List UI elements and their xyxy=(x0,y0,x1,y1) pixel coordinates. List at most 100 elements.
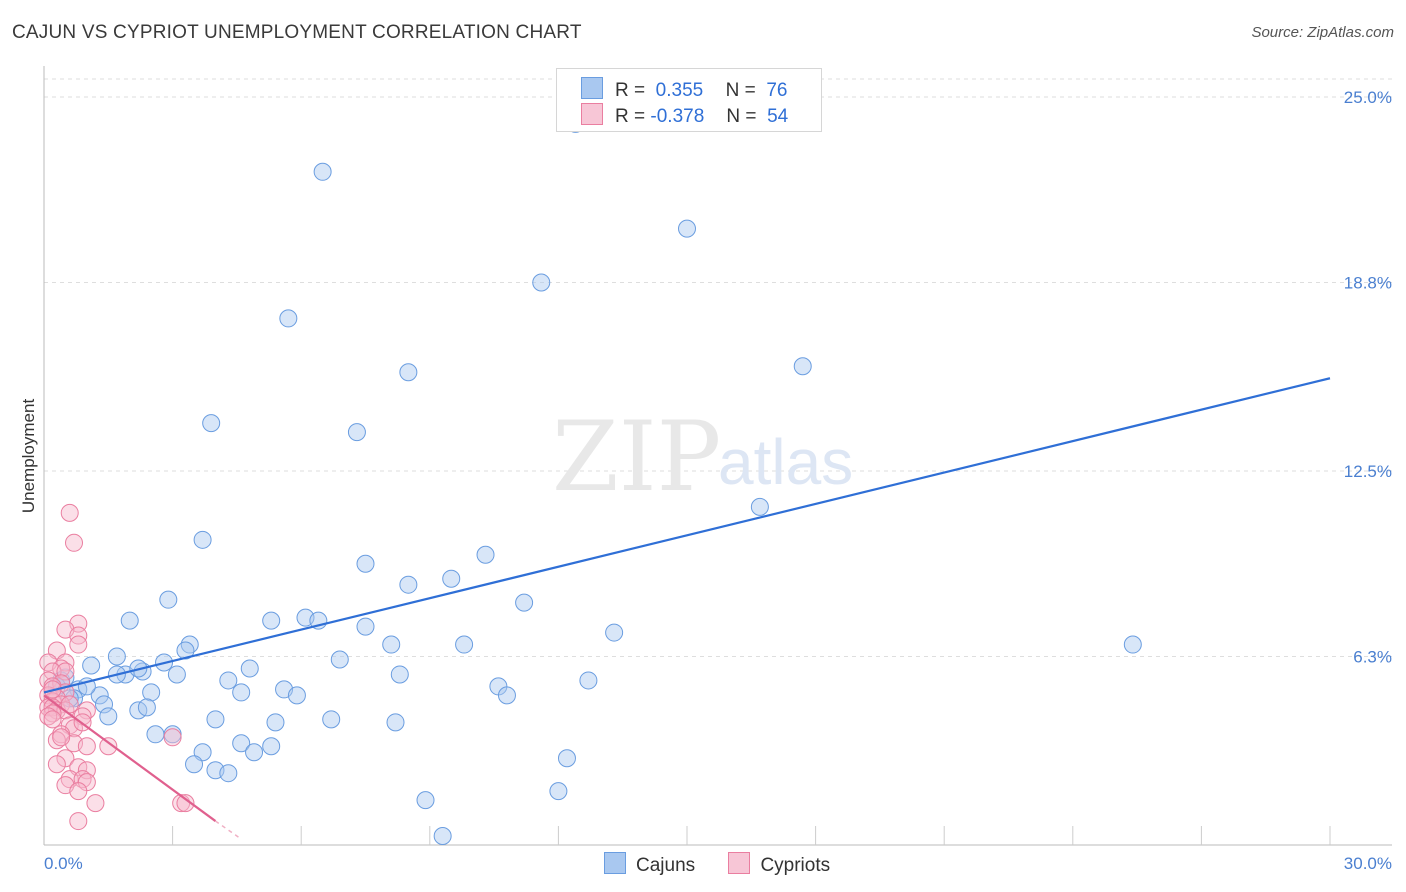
cajun-point xyxy=(549,782,568,801)
legend-r-label: R = xyxy=(615,80,646,101)
cajun-point xyxy=(219,764,238,783)
cypriot-point xyxy=(60,503,79,522)
legend-r-label: R = xyxy=(615,106,646,127)
grid-lines xyxy=(44,78,1392,658)
cajun-swatch xyxy=(604,852,626,874)
legend-row-cypriot: R = -0.378 N = 54 xyxy=(581,103,788,127)
cajun-point xyxy=(240,659,259,678)
watermark-zip: ZIP xyxy=(552,401,721,513)
cajun-point xyxy=(82,656,101,675)
cypriot-trendline xyxy=(43,694,217,822)
cajun-point xyxy=(137,698,156,717)
x-tick-label: 30.0% xyxy=(1344,854,1392,873)
cajun-point xyxy=(678,219,696,238)
cajun-point xyxy=(167,665,186,684)
legend-r-value-cajun: 0.355 xyxy=(655,80,704,101)
cajun-point xyxy=(532,273,551,292)
cajun-swatch xyxy=(581,77,603,99)
cajun-point xyxy=(793,357,812,376)
cajun-point xyxy=(497,686,516,705)
correlation-legend: R = 0.355 N = 76 R = -0.378 N = 54 xyxy=(556,68,822,132)
watermark-atlas: atlas xyxy=(718,426,853,498)
cypriot-point xyxy=(86,794,105,813)
cajun-point xyxy=(313,162,332,181)
cajun-point xyxy=(330,650,349,669)
cajun-point xyxy=(146,725,165,744)
cypriot-point xyxy=(47,755,66,774)
cajun-point xyxy=(750,497,769,516)
legend-n-label: N = xyxy=(725,80,756,101)
cypriot-swatch xyxy=(581,103,603,125)
legend-item-cypriots[interactable]: Cypriots xyxy=(728,852,830,877)
cajun-point xyxy=(206,710,225,729)
cypriot-point xyxy=(60,695,79,714)
cajun-point xyxy=(193,530,212,549)
legend-r-value-cypriot: -0.378 xyxy=(650,106,705,127)
legend-label-cajuns: Cajuns xyxy=(636,855,696,876)
cajun-point xyxy=(347,423,366,442)
legend-item-cajuns[interactable]: Cajuns xyxy=(604,852,695,877)
cajun-point xyxy=(386,713,405,732)
cypriot-point xyxy=(43,710,62,729)
cajun-point xyxy=(232,734,251,753)
cypriot-swatch xyxy=(728,852,751,874)
cajun-point xyxy=(176,641,195,660)
cajun-point xyxy=(515,593,534,612)
cajun-point xyxy=(262,611,281,630)
legend-row-cajun: R = 0.355 N = 76 xyxy=(581,77,787,101)
cajun-point xyxy=(99,707,118,726)
cypriot-point xyxy=(163,728,182,747)
cajun-point xyxy=(416,791,435,810)
cypriot-point xyxy=(69,812,88,831)
trendlines xyxy=(43,377,1331,840)
cajun-point xyxy=(399,575,418,594)
cajun-point xyxy=(356,554,375,573)
cajun-point xyxy=(399,363,418,382)
cajun-point xyxy=(90,686,109,705)
cajun-point xyxy=(142,683,161,702)
cajun-point xyxy=(232,683,251,702)
cajun-point xyxy=(245,743,264,762)
cypriot-point xyxy=(69,782,88,801)
cypriot-point xyxy=(52,728,71,747)
legend-n-label: N = xyxy=(726,106,757,127)
cajun-point xyxy=(120,611,139,630)
cajun-point xyxy=(266,713,285,732)
cajun-point xyxy=(279,309,298,328)
legend-label-cypriots: Cypriots xyxy=(760,855,831,876)
cajun-point xyxy=(322,710,341,729)
cajun-point xyxy=(202,414,221,433)
legend-n-value-cajun: 76 xyxy=(766,80,788,101)
cajun-point xyxy=(107,647,126,666)
legend-n-value-cypriot: 54 xyxy=(767,106,789,127)
cajun-point xyxy=(287,686,306,705)
cajun-point xyxy=(262,737,281,756)
cajun-point xyxy=(95,695,114,714)
cajun-point xyxy=(382,635,401,654)
chart-title: CAJUN VS CYPRIOT UNEMPLOYMENT CORRELATIO… xyxy=(12,22,582,43)
cypriot-point xyxy=(69,635,88,654)
cypriot-trendline-extension xyxy=(215,820,242,840)
cypriot-point xyxy=(56,662,75,681)
cajun-point xyxy=(433,827,452,846)
y-tick-label: 25.0% xyxy=(1344,88,1392,107)
cajun-point xyxy=(159,590,178,609)
series-legend: Cajuns Cypriots xyxy=(604,852,858,877)
cajun-point xyxy=(579,671,598,690)
cajun-point xyxy=(455,635,474,654)
cajun-point xyxy=(219,671,238,690)
cajun-point xyxy=(390,665,409,684)
y-tick-label: 6.3% xyxy=(1353,648,1392,667)
cajun-point xyxy=(476,545,495,564)
tick-labels: 6.3% 12.5% 18.8% 25.0% 0.0% 30.0% xyxy=(44,88,1392,873)
cajun-point xyxy=(356,617,375,636)
cypriot-point xyxy=(65,533,84,552)
cypriot-point xyxy=(176,794,195,813)
y-tick-label: 18.8% xyxy=(1344,274,1392,293)
cypriot-point xyxy=(77,737,96,756)
cypriot-point xyxy=(99,737,118,756)
source-label: Source: ZipAtlas.com xyxy=(1251,24,1394,41)
cajun-point xyxy=(442,569,461,588)
cajun-point xyxy=(1123,635,1142,654)
